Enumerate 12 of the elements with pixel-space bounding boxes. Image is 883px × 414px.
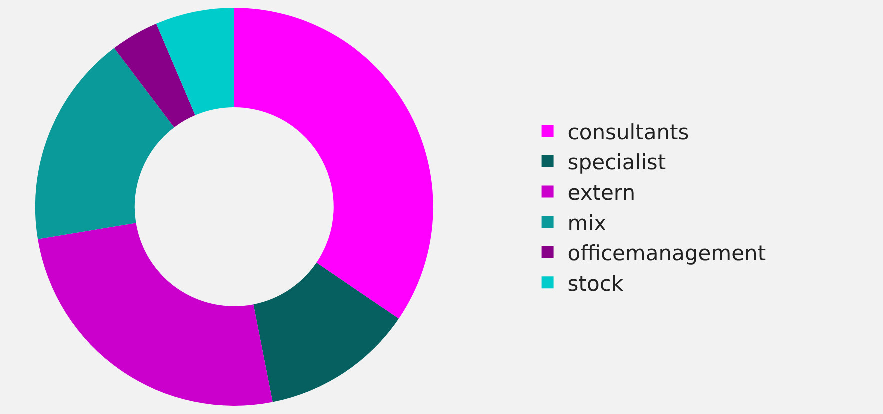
donut-slice: [38, 223, 273, 406]
legend-label: specialist: [568, 150, 666, 175]
legend-label: officemanagement: [568, 242, 766, 266]
donut-slice: [156, 8, 234, 116]
legend-label: extern: [568, 180, 636, 205]
legend-label: stock: [568, 272, 624, 296]
legend-label: consultants: [568, 120, 690, 144]
donut-slice: [114, 24, 196, 128]
donut-slice: [254, 262, 399, 402]
legend-label: mix: [568, 211, 607, 236]
donut-slice: [36, 48, 174, 240]
donut-slice: [234, 8, 434, 319]
